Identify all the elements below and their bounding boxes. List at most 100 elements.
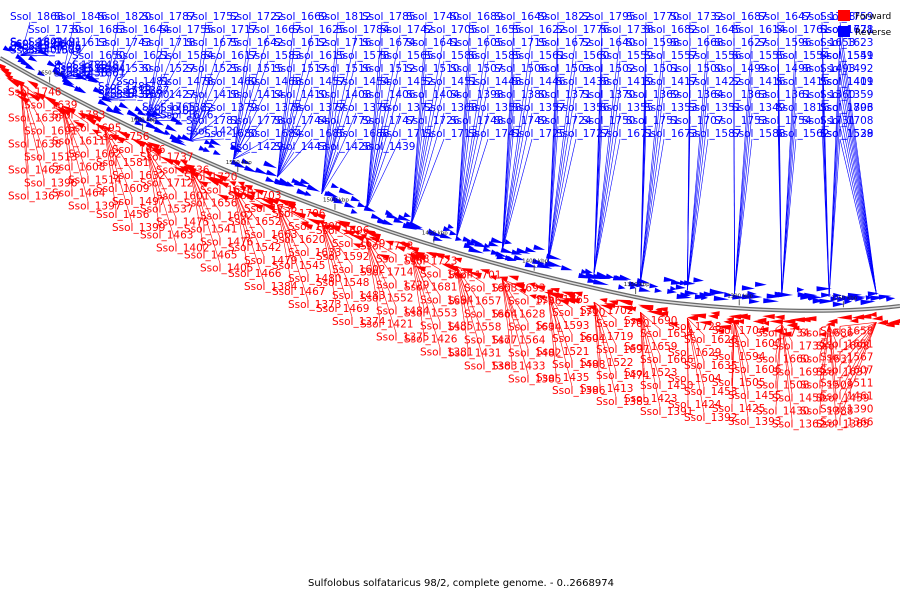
label-leader-line: [547, 291, 557, 374]
gene-label: Ssol_1786: [98, 81, 152, 93]
reverse-gene-arrow: [397, 214, 411, 222]
forward-gene-arrow: [710, 311, 720, 317]
reverse-gene-arrow: [330, 182, 339, 188]
forward-gene-arrow: [352, 243, 362, 249]
gene-label: Ssol_1727: [556, 128, 609, 140]
reverse-gene-arrow: [403, 212, 412, 218]
label-leader-line: [456, 266, 485, 284]
label-leader-line: [104, 127, 133, 198]
label-leader-line: [775, 324, 783, 407]
gene-label: Ssol_1616: [200, 184, 254, 196]
gene-label: Ssol_1457: [292, 76, 345, 88]
gene-label: Ssol_1543: [10, 41, 63, 53]
gene-label: Ssol_1637: [816, 367, 869, 379]
forward-gene-arrow: [550, 288, 560, 293]
gene-label: Ssol_1696: [316, 225, 370, 237]
reverse-gene-arrow: [363, 205, 376, 212]
gene-label: Ssol_1688: [336, 128, 389, 140]
forward-gene-arrow: [183, 165, 197, 174]
forward-gene-arrow: [707, 314, 719, 320]
label-leader-line: [456, 138, 489, 239]
label-leader-line: [62, 106, 89, 124]
label-leader-line: [277, 21, 295, 178]
gene-label: Ssol_1587: [688, 128, 741, 140]
label-leader-line: [321, 99, 339, 194]
forward-gene-arrow: [771, 328, 783, 334]
gene-label: Ssol_1750: [582, 115, 635, 127]
gene-label: Ssol_1697: [596, 344, 649, 356]
gene-label: Ssol_1462: [8, 165, 61, 177]
gene-label: Ssol_1555: [732, 50, 785, 62]
gene-label: Ssol_1593: [536, 320, 589, 332]
label-leader-line: [410, 252, 441, 296]
reverse-gene-arrow: [766, 293, 783, 299]
forward-gene-arrow: [759, 327, 769, 333]
label-leader-line: [366, 237, 397, 255]
forward-gene-arrow: [406, 246, 420, 253]
gene-label: Ssol_1415: [776, 76, 829, 88]
reverse-gene-arrow: [482, 246, 492, 252]
label-leader-line: [501, 279, 513, 362]
label-leader-line: [501, 279, 529, 349]
gene-label: Ssol_1485: [420, 321, 473, 333]
reverse-gene-arrow: [488, 241, 499, 247]
label-leader-line: [20, 47, 31, 56]
label-leader-line: [410, 125, 427, 225]
gene-label: Ssol_1743: [98, 37, 151, 49]
gene-label: Ssol_1460: [204, 76, 257, 88]
label-leader-line: [781, 324, 793, 394]
kbp-tick-label: 1300 kbp: [727, 293, 753, 299]
label-leader-line: [321, 151, 339, 194]
label-leader-line: [593, 301, 617, 346]
gene-label: Ssol_1374: [332, 316, 386, 328]
forward-gene-arrow: [801, 316, 817, 322]
gene-label: Ssol_1454: [336, 76, 390, 88]
gene-label: Ssol_1564: [492, 334, 546, 346]
gene-label: Ssol_1408: [318, 89, 371, 101]
label-leader-line: [146, 148, 177, 244]
gene-label: Ssol_1604: [552, 333, 606, 345]
label-leader-line: [640, 311, 661, 330]
reverse-gene-arrow: [76, 86, 87, 94]
gene-label: Ssol_1674: [362, 37, 416, 49]
forward-gene-arrow: [773, 314, 785, 320]
label-leader-line: [61, 106, 73, 163]
forward-gene-arrow: [159, 156, 175, 165]
reverse-gene-arrow: [533, 244, 546, 250]
gene-label: Ssol_1686: [800, 328, 854, 340]
gene-label: Ssol_1418: [186, 89, 239, 101]
label-leader-line: [593, 302, 601, 359]
label-leader-line: [410, 86, 445, 225]
gene-label: Ssol_1560: [556, 50, 609, 62]
gene-label: Ssol_1846: [54, 11, 108, 23]
gene-label: Ssol_1653: [802, 37, 855, 49]
gene-label: Ssol_1558: [448, 321, 501, 333]
gene-label: Ssol_1384: [244, 281, 298, 293]
forward-gene-arrow: [0, 68, 12, 78]
forward-gene-arrow: [603, 303, 616, 309]
label-leader-line: [501, 125, 515, 252]
gene-label: Ssol_1784: [336, 24, 390, 36]
label-leader-line: [365, 125, 383, 210]
label-leader-line: [686, 60, 709, 291]
forward-gene-arrow: [211, 180, 220, 186]
label-leader-line: [839, 322, 877, 353]
gene-label: Ssol_1528: [820, 128, 873, 140]
gene-label: Ssol_1359: [820, 89, 873, 101]
gene-label: Ssol_1780: [54, 59, 107, 71]
gene-label: Ssol_1584: [160, 50, 214, 62]
gene-label: Ssol_1456: [96, 209, 150, 221]
kbp-tick-label: 1650 kbp: [38, 71, 64, 77]
reverse-gene-arrow: [151, 109, 162, 117]
forward-gene-arrow: [573, 291, 583, 297]
reverse-gene-arrow: [470, 238, 484, 245]
label-leader-line: [233, 187, 249, 270]
reverse-gene-arrow: [265, 176, 276, 183]
reverse-gene-arrow: [37, 48, 51, 57]
forward-gene-arrow: [244, 184, 253, 191]
label-leader-line: [640, 311, 661, 356]
gene-label: Ssol_1420: [186, 125, 239, 137]
gene-label: Ssol_1596: [758, 37, 812, 49]
gene-label: Ssol_1868: [10, 11, 63, 23]
forward-gene-arrow: [489, 275, 498, 281]
